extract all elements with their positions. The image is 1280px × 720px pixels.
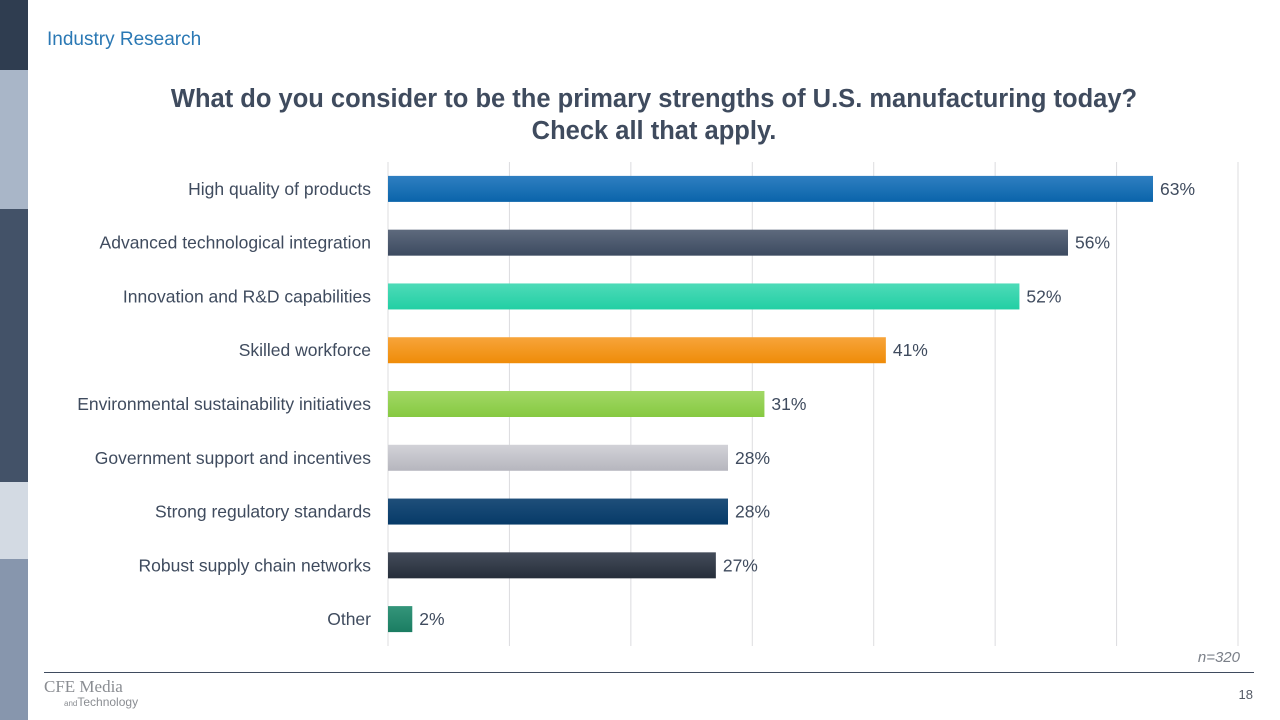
sidebar-segment [0,0,28,70]
value-label: 2% [419,609,444,629]
logo-main-text: CFE Media [44,677,123,696]
sample-size: n=320 [1197,649,1240,666]
section-label: Industry Research [47,29,202,50]
category-label: Other [327,609,371,629]
page-number: 18 [1238,687,1253,702]
chart-title: What do you consider to be the primary s… [170,85,1138,113]
value-label: 28% [735,502,770,522]
value-label: 28% [735,448,770,468]
value-label: 27% [723,555,758,575]
value-label: 63% [1160,179,1195,199]
logo-sub-text: andTechnology [64,696,138,710]
chart-title-block: What do you consider to be the primary s… [28,83,1280,147]
bar [388,606,413,633]
bar [388,175,1153,202]
value-label: 52% [1026,286,1061,306]
category-labels: High quality of products Advanced technol… [77,179,371,629]
bar [388,498,728,525]
sidebar-segment [0,209,28,482]
category-label: Skilled workforce [239,340,371,360]
value-label: 31% [771,394,806,414]
bar [388,391,765,417]
sidebar-decoration [0,0,28,720]
sidebar-segment [0,559,28,720]
category-label: Government support and incentives [95,448,372,468]
logo-and: and [64,699,78,708]
category-label: Environmental sustainability initiatives [77,394,371,414]
logo-technology: Technology [77,695,139,709]
bar [388,229,1068,256]
value-label: 56% [1075,233,1110,253]
footer-divider [44,672,1254,673]
category-label: High quality of products [188,179,371,199]
bar [388,552,716,579]
bar [388,283,1020,310]
bars [388,175,1153,633]
chart-subtitle: Check all that apply. [531,117,777,145]
sidebar-segment [0,482,28,559]
category-label: Advanced technological integration [100,233,371,253]
sidebar-segment [0,70,28,209]
company-logo: CFE Media andTechnology [44,678,138,710]
value-label: 41% [893,340,928,360]
bar [388,444,728,471]
category-label: Innovation and R&D capabilities [123,286,371,306]
bar [388,337,886,364]
category-label: Strong regulatory standards [155,502,371,522]
category-label: Robust supply chain networks [139,555,372,575]
value-labels: 63% 56% 52% 41% 31% 28% 28% 27% 2% [419,179,1195,629]
